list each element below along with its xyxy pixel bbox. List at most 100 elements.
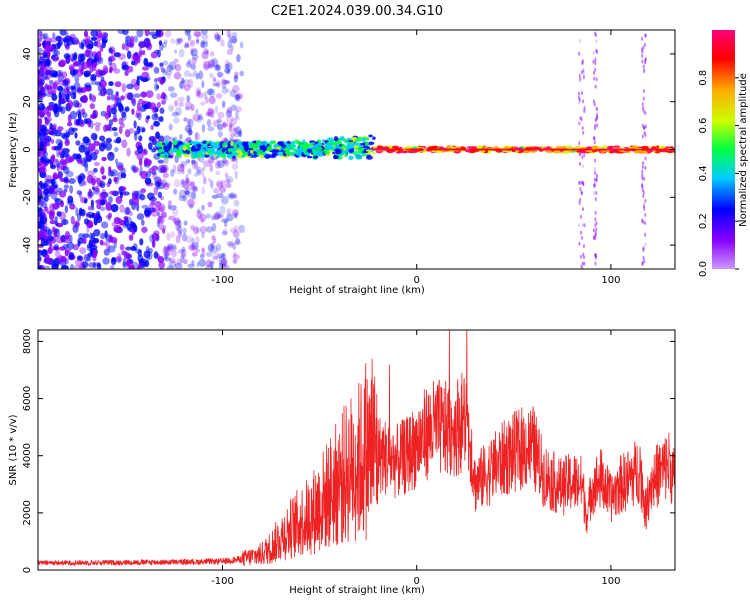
spectrogram-cell xyxy=(575,148,582,151)
spectrogram-cell xyxy=(44,174,53,182)
spectrogram-cell xyxy=(184,125,192,133)
spectrogram-cell xyxy=(229,89,237,98)
spectrogram-cell xyxy=(215,243,222,252)
spectrogram-cell xyxy=(339,136,345,141)
spectrogram-cell xyxy=(93,122,102,127)
colorbar-label: Normalized spectral amplitude xyxy=(738,73,749,227)
spectrogram-cell xyxy=(162,70,168,76)
spectrogram-cell xyxy=(226,208,232,215)
spectrogram-cell xyxy=(230,104,237,112)
spectrogram-cell xyxy=(86,174,94,184)
spectrogram-cell xyxy=(226,30,232,38)
spectrogram-cell xyxy=(138,135,143,142)
spectrogram-cell xyxy=(524,148,531,151)
spectrogram-cell xyxy=(644,156,647,161)
spectrogram-cell xyxy=(38,83,44,92)
spectrogram-cell xyxy=(93,217,98,226)
spectrogram-cell xyxy=(578,201,581,206)
spectrogram-cell xyxy=(580,264,583,269)
spectrogram-cell xyxy=(90,36,98,41)
spectrogram-cell xyxy=(580,117,583,122)
spectrogram-cell xyxy=(59,30,67,36)
spectrogram-cell xyxy=(118,117,124,126)
spectrogram-cell xyxy=(594,57,597,62)
spectrogram-cell xyxy=(162,41,167,49)
spectrogram-cell xyxy=(578,180,581,185)
spectrogram-cell xyxy=(201,123,206,133)
spectrogram-cell xyxy=(185,173,189,182)
spectrogram-cell xyxy=(594,223,597,228)
spectrogram-cell xyxy=(141,66,150,71)
spectrogram-cell xyxy=(90,74,97,81)
spectrogram-cell xyxy=(75,140,81,146)
spectrogram-cell xyxy=(211,255,219,261)
spectrogram-cell xyxy=(52,203,60,209)
spectrogram-cell xyxy=(69,203,76,210)
spectrogram-cell xyxy=(341,144,347,148)
spectrogram-heatmap xyxy=(38,30,675,269)
spectrogram-cell xyxy=(67,195,74,204)
spectrogram-cell xyxy=(163,183,170,191)
spectrogram-cell xyxy=(216,71,224,78)
spectrogram-cell xyxy=(210,150,215,155)
spectrogram-cell xyxy=(243,145,249,149)
spectrogram-cell xyxy=(197,117,202,123)
spectrogram-cell xyxy=(95,210,101,217)
spectrogram-cell xyxy=(124,70,129,77)
spectrogram-cell xyxy=(382,148,389,151)
spectrogram-cell xyxy=(327,143,333,149)
spectrogram-cell xyxy=(52,82,58,90)
spectrogram-cell xyxy=(595,107,598,112)
spectrogram-cell xyxy=(238,144,244,151)
spectrogram-cell xyxy=(222,142,226,149)
spectrogram-cell xyxy=(388,149,395,153)
spectrogram-cell xyxy=(47,229,53,236)
spectrogram-cell xyxy=(156,220,160,228)
spectrogram-cell xyxy=(107,126,113,132)
spectrogram-cell xyxy=(641,165,644,170)
spectrogram-cell xyxy=(643,201,646,206)
spectrogram-cell xyxy=(57,61,66,68)
spectrogram-cell xyxy=(641,102,644,107)
spectrogram-cell xyxy=(106,95,111,101)
spectrogram-cell xyxy=(641,59,644,64)
spectrogram-cell xyxy=(111,126,118,132)
spectrogram-cell xyxy=(644,60,647,65)
spectrogram-cell xyxy=(54,216,58,222)
spectrogram-cell xyxy=(191,159,196,165)
spectrogram-cell xyxy=(153,251,159,259)
spectrogram-cell xyxy=(157,191,163,199)
spectrogram-cell xyxy=(217,130,223,138)
spectrogram-cell xyxy=(208,155,215,164)
spectrogram-cell xyxy=(594,171,597,176)
spectrogram-cell xyxy=(180,160,188,167)
spectrogram-cell xyxy=(191,159,197,164)
spectrogram-cell xyxy=(182,145,187,151)
spectrogram-cell xyxy=(134,51,139,57)
spectrogram-cell xyxy=(131,196,140,206)
spectrogram-cell xyxy=(239,41,244,49)
spectrogram-cell xyxy=(91,151,98,161)
spectrogram-cell xyxy=(182,227,187,234)
spectrogram-cell xyxy=(435,148,442,151)
spectrogram-cell xyxy=(99,167,105,174)
spectrogram-cell xyxy=(158,203,166,212)
spectrogram-cell xyxy=(43,188,50,196)
spectrogram-cell xyxy=(658,145,666,149)
spectrogram-cell xyxy=(104,110,110,116)
spectrogram-cell xyxy=(105,214,112,219)
spectrogram-cell xyxy=(134,248,143,254)
spectrogram-cell xyxy=(177,37,184,43)
spectrogram-cell xyxy=(196,208,201,214)
spectrogram-cell xyxy=(266,147,274,151)
spectrogram-cell xyxy=(121,250,128,256)
spectrogram-cell xyxy=(314,150,321,156)
spectrogram-cell xyxy=(230,44,234,51)
spectrogram-cell xyxy=(156,101,161,109)
spectrogram-cell xyxy=(180,77,185,84)
y-tick-label: 6000 xyxy=(22,386,33,411)
spectrogram-cell xyxy=(211,235,216,241)
y-tick-label: 0 xyxy=(22,567,33,573)
spectrogram-cell xyxy=(202,60,211,70)
spectrogram-cell xyxy=(64,205,69,214)
